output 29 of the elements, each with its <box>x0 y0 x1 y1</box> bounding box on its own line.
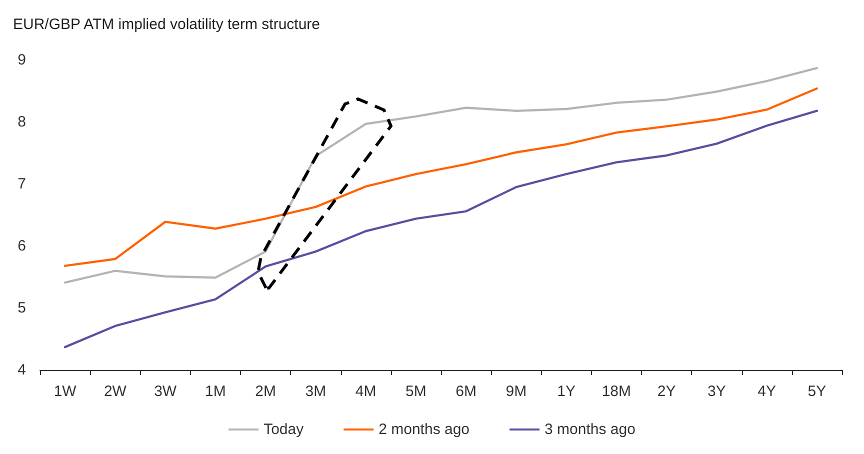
x-tick-label: 2W <box>104 383 128 400</box>
x-tick-label: 6M <box>456 383 476 400</box>
legend-label: 2 months ago <box>378 421 470 438</box>
x-tick-label: 5M <box>406 383 426 400</box>
x-tick-label: 2Y <box>657 383 676 400</box>
line-series <box>64 110 818 348</box>
x-tick-label: 4M <box>355 383 376 400</box>
y-tick-label: 9 <box>18 52 26 68</box>
x-tick-label: 5Y <box>808 383 826 400</box>
x-tick-label: 9M <box>506 383 527 400</box>
legend-label: 3 months ago <box>544 421 636 438</box>
x-tick-label: 1W <box>54 383 78 400</box>
line-series <box>64 87 818 267</box>
legend-label: Today <box>264 421 304 438</box>
y-tick-label: 8 <box>18 114 26 130</box>
y-tick-label: 4 <box>18 362 26 378</box>
y-tick-label: 5 <box>18 300 26 316</box>
y-tick-label: 7 <box>18 176 26 192</box>
line-series <box>64 66 818 284</box>
x-tick-label: 4Y <box>758 383 776 400</box>
x-tick-label: 2M <box>255 383 276 400</box>
x-tick-label: 18M <box>602 383 632 400</box>
chart-title: EUR/GBP ATM implied volatility term structure <box>13 16 320 33</box>
x-tick-label: 3Y <box>708 383 726 400</box>
x-tick-label: 1M <box>205 383 226 400</box>
x-tick-label: 3W <box>154 383 178 400</box>
x-tick-label: 1Y <box>557 383 576 400</box>
y-tick-label: 6 <box>18 238 26 254</box>
x-tick-label: 3M <box>305 383 326 400</box>
